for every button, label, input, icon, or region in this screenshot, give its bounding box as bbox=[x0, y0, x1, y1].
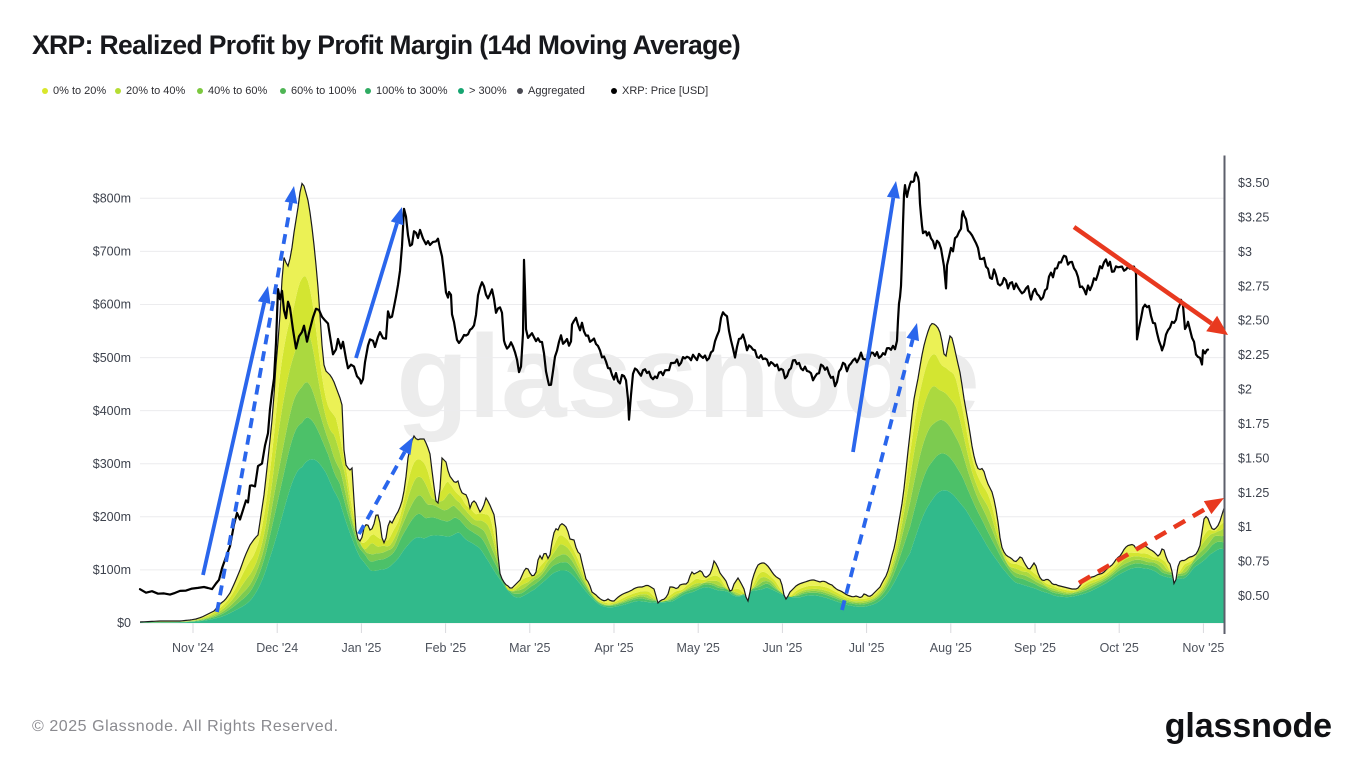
svg-text:Nov '25: Nov '25 bbox=[1182, 641, 1224, 655]
svg-text:Feb '25: Feb '25 bbox=[425, 641, 466, 655]
svg-text:Sep '25: Sep '25 bbox=[1014, 641, 1056, 655]
svg-text:Jan '25: Jan '25 bbox=[341, 641, 381, 655]
svg-text:$400m: $400m bbox=[93, 404, 131, 418]
svg-text:$2.50: $2.50 bbox=[1238, 314, 1269, 328]
svg-text:Nov '24: Nov '24 bbox=[172, 641, 214, 655]
svg-text:Jun '25: Jun '25 bbox=[762, 641, 802, 655]
svg-text:$200m: $200m bbox=[93, 510, 131, 524]
svg-text:$300m: $300m bbox=[93, 457, 131, 471]
svg-text:Aug '25: Aug '25 bbox=[930, 641, 972, 655]
svg-text:$1: $1 bbox=[1238, 520, 1252, 534]
svg-text:Oct '25: Oct '25 bbox=[1100, 641, 1139, 655]
svg-text:May '25: May '25 bbox=[677, 641, 720, 655]
svg-text:Apr '25: Apr '25 bbox=[594, 641, 633, 655]
svg-text:$500m: $500m bbox=[93, 351, 131, 365]
svg-text:$1.75: $1.75 bbox=[1238, 417, 1269, 431]
svg-text:$2.25: $2.25 bbox=[1238, 348, 1269, 362]
svg-text:$700m: $700m bbox=[93, 245, 131, 259]
svg-text:glassnode: glassnode bbox=[396, 311, 980, 443]
svg-text:$2.75: $2.75 bbox=[1238, 279, 1269, 293]
svg-text:Mar '25: Mar '25 bbox=[509, 641, 550, 655]
svg-text:Dec '24: Dec '24 bbox=[256, 641, 298, 655]
svg-text:$100m: $100m bbox=[93, 563, 131, 577]
svg-text:$3: $3 bbox=[1238, 245, 1252, 259]
svg-text:$800m: $800m bbox=[93, 192, 131, 206]
svg-text:$600m: $600m bbox=[93, 298, 131, 312]
svg-text:$2: $2 bbox=[1238, 383, 1252, 397]
svg-text:$3.25: $3.25 bbox=[1238, 210, 1269, 224]
svg-text:$0.50: $0.50 bbox=[1238, 589, 1269, 603]
svg-text:$1.50: $1.50 bbox=[1238, 451, 1269, 465]
svg-text:$0.75: $0.75 bbox=[1238, 555, 1269, 569]
svg-text:$1.25: $1.25 bbox=[1238, 486, 1269, 500]
svg-text:$0: $0 bbox=[117, 616, 131, 630]
svg-text:Jul '25: Jul '25 bbox=[849, 641, 885, 655]
svg-text:$3.50: $3.50 bbox=[1238, 176, 1269, 190]
